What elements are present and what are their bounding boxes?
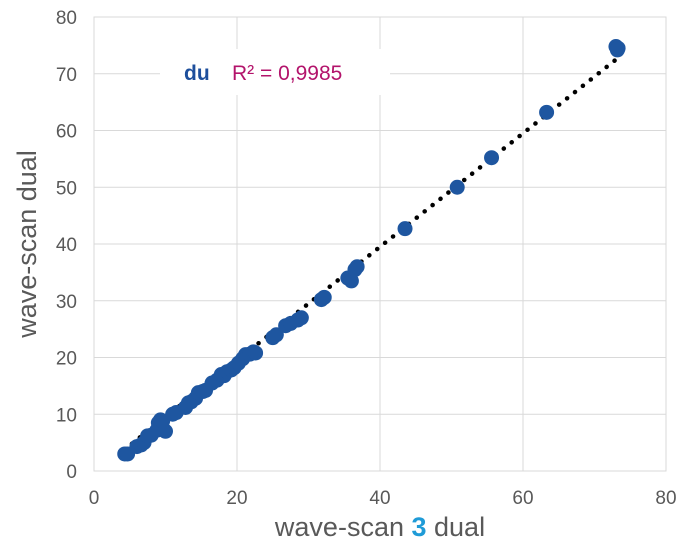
x-axis-title-highlight: 3: [411, 512, 426, 542]
y-tick-label: 10: [56, 405, 77, 426]
plot-frame: [93, 16, 667, 472]
data-point: [158, 423, 173, 439]
data-point: [397, 221, 413, 237]
x-axis-title: wave-scan 3 dual: [274, 512, 485, 542]
data-points: [117, 39, 626, 462]
y-tick-label: 40: [56, 235, 77, 256]
trendline-layer: [121, 56, 620, 453]
data-point: [248, 345, 264, 361]
data-point: [268, 327, 284, 343]
data-point: [343, 273, 359, 289]
data-point: [349, 259, 365, 275]
data-point: [610, 40, 626, 56]
x-tick-label: 80: [655, 488, 676, 509]
y-tick-label: 0: [66, 462, 77, 483]
tick-labels: 0 20 40 60 80 0 10 20 30 40 50 60 70 80: [56, 8, 677, 509]
y-tick-label: 20: [56, 349, 77, 370]
data-point: [316, 289, 332, 305]
r-squared-label: R² = 0,9985: [232, 62, 342, 85]
x-tick-label: 40: [369, 488, 390, 509]
y-tick-label: 60: [56, 122, 77, 143]
x-tick-label: 20: [226, 488, 247, 509]
y-tick-label: 70: [56, 65, 77, 86]
data-point: [539, 104, 555, 120]
data-point: [484, 150, 500, 166]
y-tick-label: 80: [56, 8, 77, 29]
data-point: [293, 310, 309, 326]
legend-series-label: du: [184, 62, 210, 85]
y-axis-title: wave-scan dual: [12, 150, 42, 339]
trendline: [121, 56, 620, 453]
data-point: [449, 179, 465, 195]
y-tick-label: 50: [56, 178, 77, 199]
x-tick-label: 0: [89, 488, 100, 509]
x-axis-title-suffix: dual: [427, 512, 486, 542]
x-tick-label: 60: [512, 488, 533, 509]
legend-box: [160, 49, 390, 95]
y-tick-label: 30: [56, 292, 77, 313]
x-axis-title-prefix: wave-scan: [274, 512, 412, 542]
